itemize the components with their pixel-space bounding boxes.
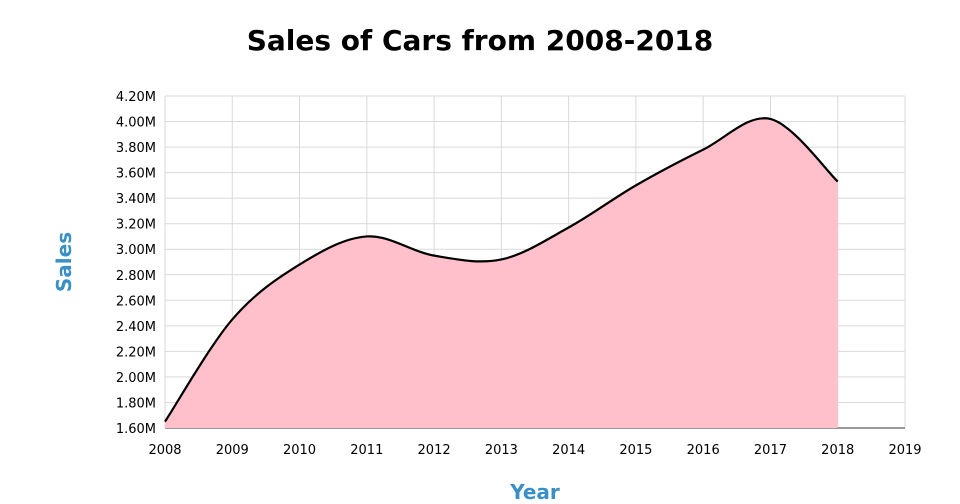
x-tick-label: 2017 xyxy=(754,443,787,458)
y-tick-label: 2.60M xyxy=(116,294,156,309)
x-tick-label: 2010 xyxy=(283,443,316,458)
y-tick-label: 2.20M xyxy=(116,345,156,360)
y-tick-label: 4.20M xyxy=(116,90,156,105)
chart-title: Sales of Cars from 2008-2018 xyxy=(246,24,714,57)
x-tick-label: 2016 xyxy=(687,443,720,458)
area-fill xyxy=(165,118,838,428)
y-tick-label: 3.80M xyxy=(116,141,156,156)
y-tick-label: 3.20M xyxy=(116,218,156,233)
x-tick-label: 2013 xyxy=(485,443,518,458)
y-tick-label: 4.00M xyxy=(116,116,156,131)
x-tick-label: 2015 xyxy=(619,443,652,458)
x-tick-label: 2011 xyxy=(350,443,383,458)
y-tick-label: 1.60M xyxy=(116,422,156,437)
x-tick-label: 2012 xyxy=(418,443,451,458)
y-tick-label: 1.80M xyxy=(116,396,156,411)
x-tick-label: 2018 xyxy=(821,443,854,458)
y-tick-label: 2.00M xyxy=(116,371,156,386)
y-tick-label: 2.40M xyxy=(116,320,156,335)
x-tick-label: 2019 xyxy=(888,443,921,458)
y-tick-label: 2.80M xyxy=(116,269,156,284)
area-series xyxy=(164,117,839,428)
y-axis-ticks: 1.60M 1.80M 2.00M 2.20M 2.40M 2.60M 2.80M 3.00M… xyxy=(116,90,156,437)
y-tick-label: 3.00M xyxy=(116,243,156,258)
y-tick-label: 3.40M xyxy=(116,192,156,207)
x-axis-ticks: 2008 2009 2010 2011 2012 2013 2014 2015 2016 2017… xyxy=(148,443,921,458)
series-line xyxy=(164,117,839,423)
x-tick-label: 2014 xyxy=(552,443,585,458)
y-tick-label: 3.60M xyxy=(116,167,156,182)
x-tick-label: 2009 xyxy=(216,443,249,458)
x-tick-label: 2008 xyxy=(148,443,181,458)
